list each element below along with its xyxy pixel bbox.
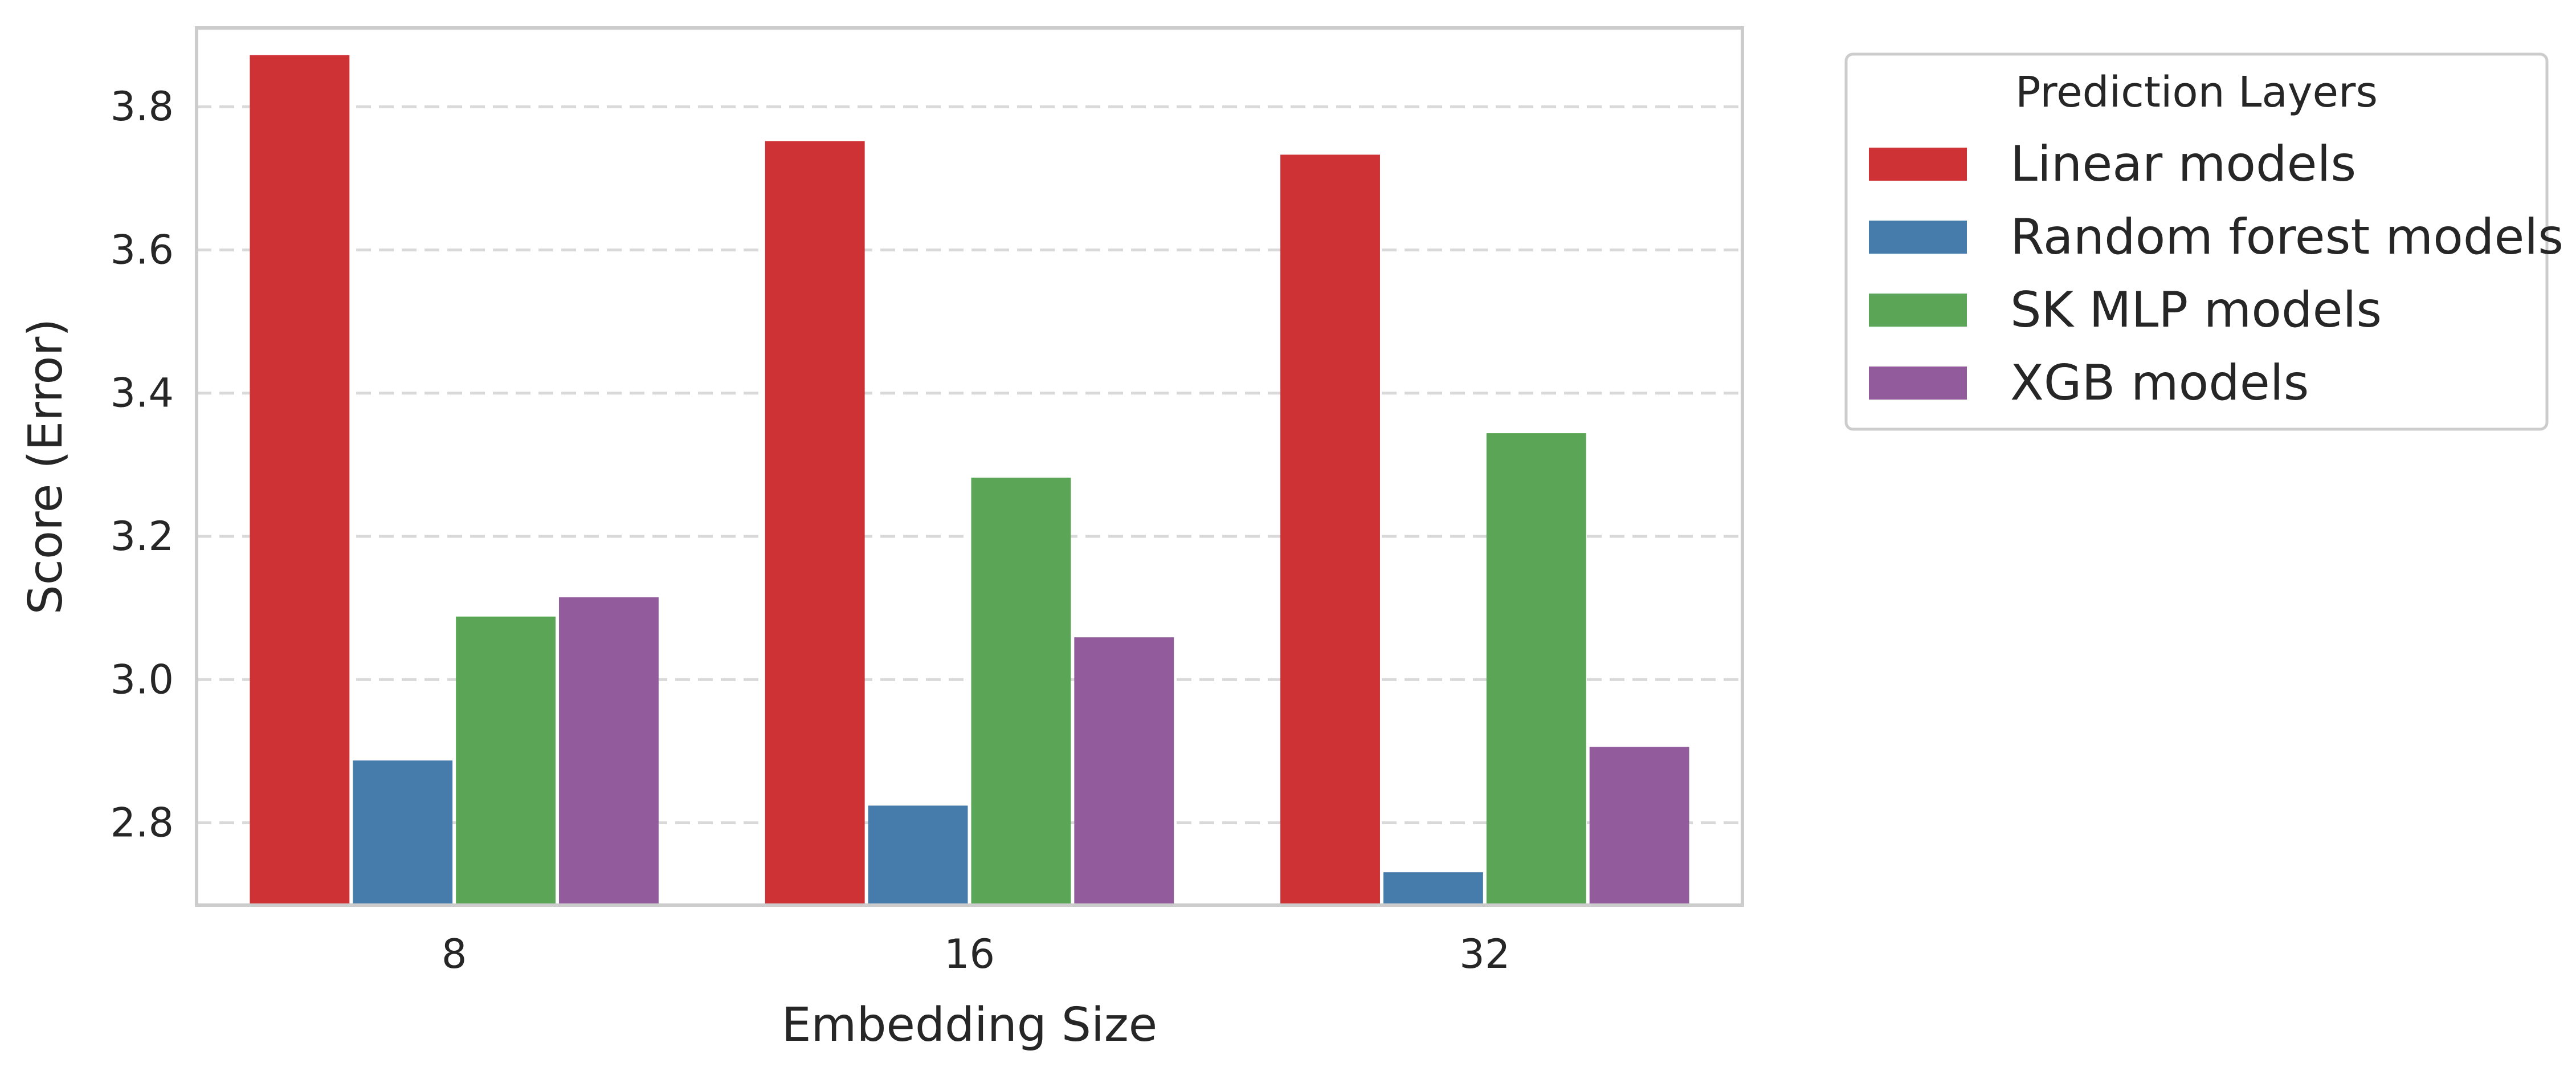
y-tick-label: 3.2 bbox=[111, 513, 174, 560]
bar-xgb-models-32 bbox=[1589, 747, 1689, 905]
x-tick-label: 16 bbox=[944, 931, 995, 978]
legend-label: SK MLP models bbox=[2010, 282, 2382, 339]
legend-label: Random forest models bbox=[2010, 209, 2563, 266]
legend-label: XGB models bbox=[2010, 355, 2309, 412]
legend: Prediction Layers Linear models Random fo… bbox=[1844, 52, 2563, 431]
bar-sk-mlp-models-32 bbox=[1486, 433, 1586, 905]
x-tick-labels: 8 16 32 bbox=[442, 931, 1510, 978]
bar-xgb-models-8 bbox=[559, 597, 659, 905]
bar-random-forest-models-32 bbox=[1383, 872, 1483, 905]
bar-linear-models-32 bbox=[1280, 154, 1380, 906]
legend-label: Linear models bbox=[2010, 136, 2356, 193]
bar-linear-models-8 bbox=[250, 55, 350, 906]
y-tick-label: 3.6 bbox=[111, 226, 174, 273]
y-tick-label: 2.8 bbox=[111, 800, 174, 846]
y-tick-labels: 2.8 3.0 3.2 3.4 3.6 3.8 bbox=[111, 83, 174, 846]
legend-swatch bbox=[1869, 221, 1967, 254]
legend-items: Linear models Random forest models SK MLP … bbox=[1869, 136, 2563, 412]
legend-box bbox=[1844, 52, 2549, 431]
legend-swatch bbox=[1869, 148, 1967, 181]
bars bbox=[250, 55, 1689, 906]
y-tick-label: 3.8 bbox=[111, 83, 174, 130]
legend-swatch bbox=[1869, 294, 1967, 327]
plot-frame bbox=[195, 26, 1744, 907]
bar-xgb-models-16 bbox=[1074, 637, 1174, 905]
bar-linear-models-16 bbox=[765, 141, 865, 905]
x-tick-label: 8 bbox=[442, 931, 467, 978]
bar-sk-mlp-models-8 bbox=[456, 616, 556, 905]
bar-sk-mlp-models-16 bbox=[971, 477, 1071, 905]
grid-lines bbox=[197, 105, 1742, 825]
y-axis-label: Score (Error) bbox=[19, 319, 73, 615]
bar-random-forest-models-16 bbox=[868, 805, 968, 905]
x-axis-label: Embedding Size bbox=[782, 998, 1157, 1052]
x-tick-label: 32 bbox=[1459, 931, 1510, 978]
legend-title: Prediction Layers bbox=[2015, 68, 2378, 117]
y-tick-label: 3.0 bbox=[111, 656, 174, 703]
legend-swatch bbox=[1869, 367, 1967, 400]
y-tick-label: 3.4 bbox=[111, 370, 174, 417]
bar-random-forest-models-8 bbox=[353, 760, 453, 905]
